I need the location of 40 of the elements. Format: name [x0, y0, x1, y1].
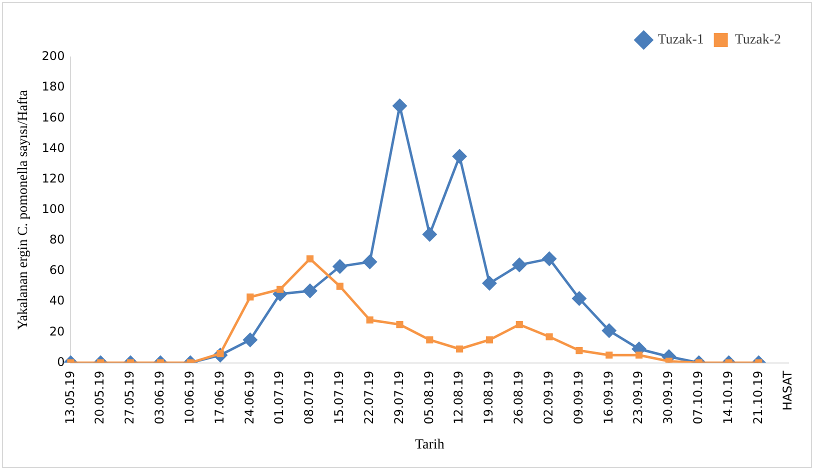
- x-tick-label: HASAT: [780, 370, 795, 410]
- y-tick-label: 160: [42, 110, 65, 124]
- x-tick-label: 07.10.19: [690, 370, 705, 424]
- y-axis-title: Yakalanan ergin C. pomonella sayısı/Hafta: [16, 89, 32, 330]
- x-tick-label: 19.08.19: [482, 370, 496, 424]
- x-tick-label: 15.07.19: [332, 370, 346, 424]
- legend-label: Tuzak-1: [658, 32, 704, 48]
- y-tick-label: 0: [57, 354, 65, 369]
- y-tick-label: 140: [42, 140, 65, 155]
- x-tick-label: 10.06.19: [182, 370, 196, 424]
- x-tick-label: 24.06.19: [242, 370, 256, 424]
- legend-label: Tuzak-2: [734, 32, 782, 48]
- y-tick-label: 20: [49, 324, 65, 338]
- x-tick-label: 26.08.19: [512, 370, 526, 424]
- y-tick-label: 100: [42, 202, 65, 216]
- x-tick-label: 17.06.19: [212, 370, 226, 424]
- x-tick-label: 23.09.19: [631, 370, 646, 424]
- x-tick-label: 29.07.19: [392, 370, 406, 424]
- x-tick-label: 27.05.19: [122, 370, 137, 424]
- y-tick-label: 200: [42, 49, 65, 64]
- y-tick-label: 60: [49, 263, 65, 278]
- x-tick-label: 05.08.19: [422, 370, 436, 424]
- x-tick-label: 01.07.19: [272, 370, 286, 424]
- x-tick-label: 21.10.19: [750, 370, 765, 424]
- x-tick-label: 22.07.19: [362, 370, 376, 424]
- x-axis-title: Tarih: [414, 437, 444, 452]
- x-tick-label: 03.06.19: [152, 370, 167, 424]
- x-tick-label: 20.05.19: [92, 370, 107, 424]
- x-tick-label: 13.05.19: [62, 370, 77, 424]
- x-tick-label: 12.08.19: [452, 370, 466, 424]
- y-tick-label: 180: [42, 80, 65, 94]
- x-tick-label: 09.09.19: [571, 370, 586, 424]
- y-tick-label: 80: [49, 232, 65, 247]
- y-tick-label: 120: [42, 171, 65, 186]
- x-tick-label: 16.09.19: [601, 370, 616, 424]
- x-tick-label: 30.09.19: [661, 370, 676, 424]
- y-tick-label: 40: [49, 294, 65, 308]
- x-tick-label: 14.10.19: [720, 370, 735, 424]
- x-tick-label: 02.09.19: [541, 370, 556, 424]
- x-tick-label: 08.07.19: [302, 370, 316, 424]
